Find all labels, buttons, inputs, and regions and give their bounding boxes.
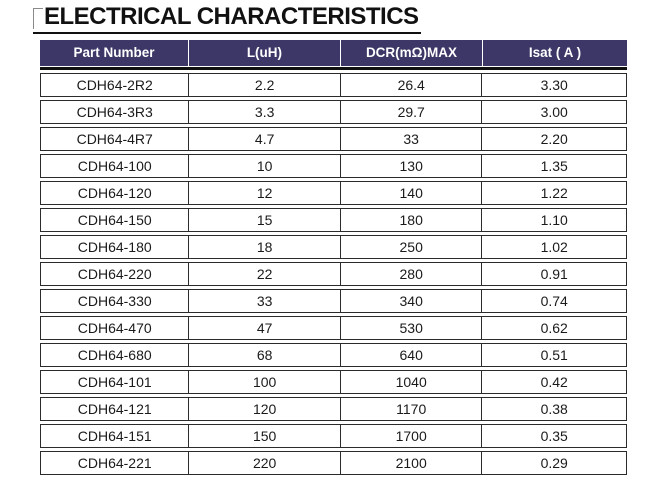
table-cell: 0.91 (481, 263, 625, 285)
table-cell: 180 (339, 209, 482, 231)
table-cell: 1.35 (481, 155, 625, 177)
electrical-characteristics-table: Part Number L(uH) DCR(mΩ)MAX Isat ( A ) CDH… (40, 40, 627, 475)
table-cell: 1.02 (481, 236, 625, 258)
table-cell: 0.29 (481, 452, 625, 474)
table-cell: CDH64-120 (77, 185, 152, 201)
table-cell: 0.38 (481, 398, 625, 420)
table-cell: 12 (188, 182, 340, 204)
table-cell: CDH64-121 (77, 401, 152, 417)
table-cell: CDH64-220 (77, 266, 152, 282)
table-cell: 3.30 (481, 74, 625, 96)
table-cell: 530 (339, 317, 482, 339)
table-cell: 0.74 (481, 290, 625, 312)
table-cell: 0.62 (481, 317, 625, 339)
table-cell: 26.4 (339, 74, 482, 96)
table-cell: CDH64-4R7 (76, 131, 153, 147)
section-title-block: ELECTRICAL CHARACTERISTICS (33, 4, 421, 34)
table-cell: 140 (339, 182, 482, 204)
table-row: CDH64-221 220 2100 0.29 (40, 451, 627, 475)
table-body: CDH64-2R2 2.2 26.4 3.30 CDH64-3R3 3.3 29.7 3.00… (40, 73, 627, 475)
table-row: CDH64-2R2 2.2 26.4 3.30 (40, 73, 627, 97)
table-cell: CDH64-221 (77, 455, 152, 471)
table-cell: 250 (339, 236, 482, 258)
table-row: CDH64-680 68 640 0.51 (40, 343, 627, 367)
table-cell: 0.35 (481, 425, 625, 447)
table-row: CDH64-101 100 1040 0.42 (40, 370, 627, 394)
table-cell: 1170 (339, 398, 482, 420)
table-cell: 68 (188, 344, 340, 366)
table-cell: CDH64-3R3 (76, 104, 153, 120)
table-header-row: Part Number L(uH) DCR(mΩ)MAX Isat ( A ) (40, 40, 627, 66)
table-row: CDH64-3R3 3.3 29.7 3.00 (40, 100, 627, 124)
table-cell: CDH64-2R2 (76, 77, 153, 93)
table-cell: 0.42 (481, 371, 625, 393)
table-cell: 220 (188, 452, 340, 474)
table-cell: CDH64-100 (77, 158, 152, 174)
table-row: CDH64-100 10 130 1.35 (40, 154, 627, 178)
table-row: CDH64-120 12 140 1.22 (40, 181, 627, 205)
table-cell: 47 (188, 317, 340, 339)
column-header: Part Number (73, 45, 155, 60)
table-cell: 15 (188, 209, 340, 231)
table-cell: CDH64-151 (77, 428, 152, 444)
table-cell: CDH64-150 (77, 212, 152, 228)
table-row: CDH64-470 47 530 0.62 (40, 316, 627, 340)
corner-bracket-icon (33, 8, 43, 29)
table-cell: 100 (188, 371, 340, 393)
table-cell: 10 (188, 155, 340, 177)
table-cell: 130 (339, 155, 482, 177)
table-cell: CDH64-330 (77, 293, 152, 309)
table-cell: 120 (188, 398, 340, 420)
table-cell: 2.2 (188, 74, 340, 96)
table-cell: 3.00 (481, 101, 625, 123)
table-cell: 18 (188, 236, 340, 258)
table-row: CDH64-330 33 340 0.74 (40, 289, 627, 313)
table-row: CDH64-150 15 180 1.10 (40, 208, 627, 232)
table-cell: CDH64-470 (77, 320, 152, 336)
column-header: Isat ( A ) (482, 40, 627, 66)
table-cell: 2100 (339, 452, 482, 474)
table-cell: CDH64-101 (77, 374, 152, 390)
table-cell: 640 (339, 344, 482, 366)
table-cell: 29.7 (339, 101, 482, 123)
table-row: CDH64-180 18 250 1.02 (40, 235, 627, 259)
page-title: ELECTRICAL CHARACTERISTICS (44, 3, 419, 30)
table-cell: 2.20 (481, 128, 625, 150)
table-cell: 22 (188, 263, 340, 285)
table-cell: CDH64-680 (77, 347, 152, 363)
table-cell: 1.10 (481, 209, 625, 231)
table-cell: 150 (188, 425, 340, 447)
table-cell: 1.22 (481, 182, 625, 204)
table-cell: 280 (339, 263, 482, 285)
table-cell: 0.51 (481, 344, 625, 366)
table-row: CDH64-4R7 4.7 33 2.20 (40, 127, 627, 151)
table-row: CDH64-220 22 280 0.91 (40, 262, 627, 286)
table-cell: 33 (188, 290, 340, 312)
table-cell: CDH64-180 (77, 239, 152, 255)
table-cell: 340 (339, 290, 482, 312)
table-row: CDH64-151 150 1700 0.35 (40, 424, 627, 448)
table-cell: 33 (339, 128, 482, 150)
header-rule (40, 67, 627, 70)
table-row: CDH64-121 120 1170 0.38 (40, 397, 627, 421)
table-cell: 1700 (339, 425, 482, 447)
column-header: DCR(mΩ)MAX (339, 40, 482, 66)
table-cell: 4.7 (188, 128, 340, 150)
table-cell: 3.3 (188, 101, 340, 123)
column-header: L(uH) (187, 40, 340, 66)
table-cell: 1040 (339, 371, 482, 393)
